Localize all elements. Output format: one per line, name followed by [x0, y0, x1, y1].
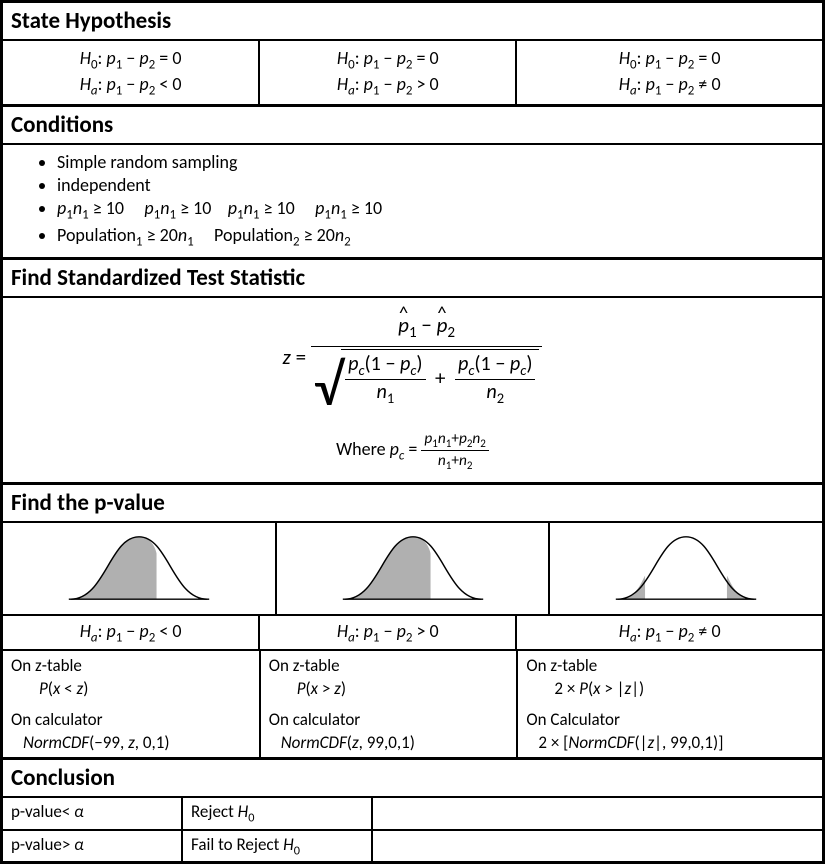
condition-item: independent — [57, 174, 818, 196]
curve-two-tail — [550, 523, 822, 614]
conclusion-cond: p-value> α — [3, 831, 183, 861]
ztable-expr: 2 × P(x > |z|) — [526, 678, 814, 699]
condition-item: Population1 ≥ 20n1 Population2 ≥ 20n2 — [57, 224, 818, 250]
condition-item: p1n1 ≥ 10 p1n1 ≥ 10 p1n1 ≥ 10 p1n1 ≥ 10 — [57, 197, 818, 223]
hypothesis-col-left: H0: p1 − p2 = 0 Ha: p1 − p2 < 0 — [3, 41, 260, 104]
conclusion-action: Fail to Reject H0 — [183, 831, 373, 861]
calc-label: On calculator — [11, 709, 251, 730]
pvalue-methods: On z-table P(x < z) On calculator NormCD… — [3, 651, 822, 760]
calc-expr: NormCDF(z, 99,0,1) — [269, 732, 509, 753]
ztable-expr: P(x > z) — [269, 678, 509, 699]
hypothesis-col-right: H0: p1 − p2 = 0 Ha: p1 − p2 ≠ 0 — [517, 41, 822, 104]
pvalue-curves — [3, 523, 822, 616]
normal-curve-icon — [596, 529, 776, 607]
ztable-expr: P(x < z) — [11, 678, 251, 699]
z-formula: z = p1 − p2 √ pc(1 − pc) n1 + — [3, 298, 822, 484]
method-col-mid: On z-table P(x > z) On calculator NormCD… — [261, 651, 519, 757]
calc-label: On Calculator — [526, 709, 814, 730]
reference-card: State Hypothesis H0: p1 − p2 = 0 Ha: p1 … — [0, 0, 825, 864]
hypothesis-row: H0: p1 − p2 = 0 Ha: p1 − p2 < 0 H0: p1 −… — [3, 41, 822, 107]
pvalue-ha-row: Ha: p1 − p2 < 0 Ha: p1 − p2 > 0 Ha: p1 −… — [3, 616, 822, 652]
conclusion-action: Reject H0 — [183, 798, 373, 830]
section-header-pvalue: Find the p-value — [3, 485, 822, 523]
calc-label: On calculator — [269, 709, 509, 730]
method-col-right: On z-table 2 × P(x > |z|) On Calculator … — [518, 651, 822, 757]
section-header-hypothesis: State Hypothesis — [3, 3, 822, 41]
blank-cell — [373, 831, 822, 861]
calc-expr: 2 × [NormCDF(|z|, 99,0,1)] — [526, 732, 814, 753]
curve-right-tail — [277, 523, 551, 614]
normal-curve-icon — [49, 529, 229, 607]
section-header-conclusion: Conclusion — [3, 760, 822, 798]
curve-left-tail — [3, 523, 277, 614]
ztable-label: On z-table — [526, 655, 814, 676]
section-header-conditions: Conditions — [3, 107, 822, 145]
blank-cell — [373, 798, 822, 830]
ha-label: Ha: p1 − p2 < 0 — [3, 616, 260, 650]
ztable-label: On z-table — [269, 655, 509, 676]
ha-label: Ha: p1 − p2 ≠ 0 — [517, 616, 822, 650]
calc-expr: NormCDF(−99, z, 0,1) — [11, 732, 251, 753]
conclusion-cond: p-value< α — [3, 798, 183, 830]
ztable-label: On z-table — [11, 655, 251, 676]
hypothesis-col-mid: H0: p1 − p2 = 0 Ha: p1 − p2 > 0 — [260, 41, 517, 104]
condition-item: Simple random sampling — [57, 151, 818, 173]
section-header-teststat: Find Standardized Test Statistic — [3, 260, 822, 298]
conditions-list: Simple random sampling independent p1n1 … — [3, 145, 822, 260]
normal-curve-icon — [323, 529, 503, 607]
method-col-left: On z-table P(x < z) On calculator NormCD… — [3, 651, 261, 757]
conclusion-table: p-value< α Reject H0 p-value> α Fail to … — [3, 798, 822, 861]
ha-label: Ha: p1 − p2 > 0 — [260, 616, 517, 650]
